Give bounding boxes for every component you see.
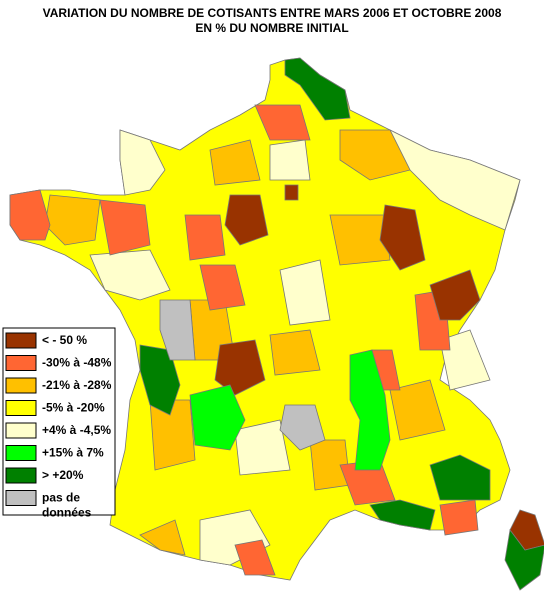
legend-label: -5% à -20% bbox=[42, 401, 105, 415]
department bbox=[269, 329, 321, 376]
france bbox=[9, 57, 544, 591]
department bbox=[389, 379, 446, 441]
department bbox=[139, 519, 186, 556]
legend-swatch bbox=[5, 490, 37, 506]
title: EN % DU NOMBRE INITIAL bbox=[195, 21, 348, 35]
legend-label: -30% à -48% bbox=[42, 356, 112, 370]
legend-swatch bbox=[5, 332, 37, 349]
department bbox=[234, 539, 276, 576]
legend-swatch bbox=[5, 355, 37, 371]
department bbox=[429, 269, 481, 321]
department bbox=[389, 129, 521, 231]
department bbox=[184, 214, 226, 261]
department bbox=[89, 249, 171, 301]
department bbox=[429, 454, 491, 501]
legend-swatch bbox=[5, 422, 37, 439]
department bbox=[119, 129, 166, 196]
department bbox=[349, 349, 391, 471]
department bbox=[199, 264, 246, 311]
department bbox=[159, 299, 196, 361]
department bbox=[234, 419, 291, 476]
department bbox=[439, 499, 479, 536]
title: VARIATION DU NOMBRE DE COTISANTS ENTRE M… bbox=[43, 6, 502, 20]
department bbox=[339, 129, 411, 181]
department bbox=[99, 199, 151, 256]
department bbox=[214, 339, 266, 396]
department bbox=[379, 204, 426, 271]
legend-label: > +20% bbox=[42, 468, 84, 482]
department bbox=[209, 139, 261, 186]
department bbox=[279, 259, 331, 326]
department bbox=[279, 404, 326, 451]
department bbox=[254, 104, 311, 141]
legend-swatch bbox=[5, 400, 37, 416]
department bbox=[189, 384, 246, 451]
department bbox=[439, 329, 491, 391]
department bbox=[329, 214, 391, 266]
department bbox=[369, 499, 436, 531]
legend-label: +4% à -4,5% bbox=[42, 423, 111, 437]
legend-swatch bbox=[5, 467, 37, 484]
legend-label: données bbox=[42, 506, 92, 520]
department bbox=[269, 139, 311, 181]
legend-label: pas de bbox=[42, 491, 80, 505]
department bbox=[224, 194, 269, 246]
legend-label: < - 50 % bbox=[42, 333, 87, 347]
legend-swatch bbox=[5, 445, 37, 461]
legend-label: -21% à -28% bbox=[42, 378, 112, 392]
department bbox=[504, 529, 544, 591]
department bbox=[9, 189, 51, 241]
department bbox=[284, 57, 351, 121]
legend-label: +15% à 7% bbox=[42, 446, 104, 460]
legend-swatch bbox=[5, 377, 37, 394]
legend: < - 50 % -30% à -48% -21% à -28% -5% à -20%… bbox=[5, 332, 112, 520]
department bbox=[149, 399, 196, 471]
department bbox=[284, 184, 299, 201]
